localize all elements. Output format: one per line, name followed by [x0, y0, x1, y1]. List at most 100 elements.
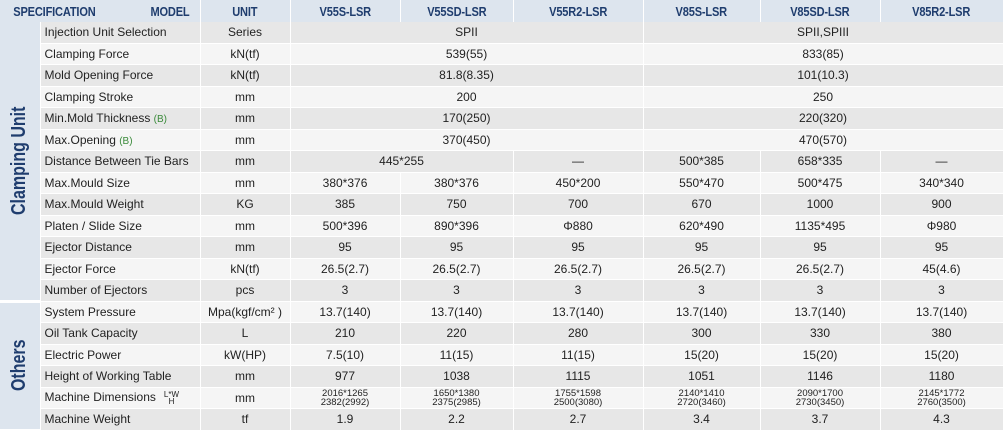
- value: 385: [335, 197, 356, 212]
- value-cell: 3: [643, 279, 761, 302]
- group-label: Others: [8, 339, 31, 392]
- value-line: 2090*1700: [797, 387, 843, 399]
- unit-cell: kW(HP): [200, 344, 291, 366]
- table-row: Mold Opening Force kN(tf) 81.8(8.35) 101(10…: [0, 64, 1003, 87]
- value: 1146: [807, 369, 833, 384]
- value-cell: 470(570): [643, 129, 1003, 151]
- item-label: Clamping Stroke: [44, 89, 134, 104]
- value: 1115: [565, 369, 591, 384]
- item-cell: Max.Mould Size: [40, 172, 201, 194]
- item-label: Max.Mould Size: [44, 175, 130, 190]
- value: 539(55): [445, 46, 488, 61]
- value: 200: [456, 89, 477, 104]
- value-cell: 101(10.3): [643, 64, 1003, 87]
- value: 445*255: [379, 154, 424, 169]
- header-spec: SPECIFICATION MODEL: [0, 0, 201, 22]
- unit-cell: kN(tf): [200, 43, 291, 65]
- value: 1000: [806, 197, 834, 212]
- value-cell: 220: [400, 322, 514, 345]
- value-cell: 26.5(2.7): [643, 258, 761, 280]
- unit-cell: mm: [200, 107, 291, 130]
- value-cell: 26.5(2.7): [400, 258, 514, 280]
- value: Φ880: [563, 218, 593, 233]
- value-cell: 977: [290, 365, 401, 388]
- unit-cell: L: [200, 322, 291, 345]
- item-label: Mold Opening Force: [44, 68, 154, 83]
- value-line: 2720(3460): [677, 396, 726, 408]
- unit-label: kN(tf): [230, 68, 260, 83]
- value: 220(320): [798, 111, 848, 126]
- unit-cell: Mpa(kgf/cm² ): [200, 301, 291, 323]
- item-cell: Electric Power: [40, 344, 201, 366]
- value: 500*396: [322, 218, 368, 233]
- table-row: Min.Mold Thickness (B) mm 170(250) 220(320): [0, 107, 1003, 130]
- table-row: Clamping Force kN(tf) 539(55) 833(85): [0, 43, 1003, 65]
- value-cell: 450*200: [513, 172, 644, 194]
- item-cell: Number of Ejectors: [40, 279, 201, 302]
- item-cell: Clamping Force: [40, 43, 201, 65]
- value: 95: [813, 240, 827, 255]
- table-row: Electric Power kW(HP) 7.5(10) 11(15) 11(15) 1…: [0, 344, 1003, 366]
- unit-label: mm: [235, 89, 256, 104]
- value: —: [935, 154, 948, 169]
- value-cell: 15(20): [880, 344, 1003, 366]
- value-cell: SPII,SPIII: [643, 22, 1003, 44]
- item-label: Ejector Distance: [44, 240, 132, 255]
- value-cell: 1650*1380 2375(2985): [400, 387, 514, 409]
- value-cell: 890*396: [400, 215, 514, 237]
- value: 220: [446, 326, 467, 341]
- value-cell: 500*396: [290, 215, 401, 237]
- item-cell: Machine Weight: [40, 408, 201, 431]
- value-cell: 210: [290, 322, 401, 345]
- value-cell: 13.7(140): [643, 301, 761, 323]
- unit-label: kN(tf): [230, 261, 260, 276]
- value-line: 2140*1410: [678, 387, 725, 399]
- model-header: V55S-LSR: [290, 0, 401, 22]
- item-label: Machine Weight: [44, 412, 131, 427]
- value-cell: 370(450): [290, 129, 644, 151]
- value-line: 2730(3450): [795, 396, 845, 408]
- value-cell: 1146: [760, 365, 881, 388]
- value-line: 1755*1598: [555, 387, 601, 399]
- value-cell: 300: [643, 322, 761, 345]
- value-cell: 170(250): [290, 107, 644, 130]
- value: 833(85): [802, 46, 844, 61]
- value: 13.7(140): [319, 304, 371, 319]
- value: 620*490: [679, 218, 724, 233]
- item-cell: Platen / Slide Size: [40, 215, 201, 237]
- value-lines: 1650*1380 2375(2985): [401, 389, 513, 408]
- item-cell: Oil Tank Capacity: [40, 322, 201, 345]
- value: 95: [338, 240, 352, 255]
- model-header: V85S-LSR: [643, 0, 761, 22]
- value: 280: [568, 326, 589, 341]
- item-label: Max.Opening: [44, 132, 116, 147]
- table-body: Clamping Unit Injection Unit Selection Ser…: [0, 22, 1003, 432]
- value: 26.5(2.7): [677, 261, 726, 276]
- value: 26.5(2.7): [554, 261, 603, 276]
- value-cell: —: [513, 150, 644, 173]
- value: 370(450): [442, 132, 491, 147]
- value-cell: 380*376: [400, 172, 514, 194]
- table-row: Clamping Stroke mm 200 250: [0, 86, 1003, 108]
- unit-label: mm: [235, 240, 256, 255]
- value-cell: 95: [760, 236, 881, 259]
- model-header: V85SD-LSR: [760, 0, 881, 22]
- table-row: Max.Mould Size mm 380*376 380*376 450*200 550…: [0, 172, 1003, 194]
- value-cell: Φ880: [513, 215, 644, 237]
- table-row: Clamping Unit Injection Unit Selection Ser…: [0, 22, 1003, 303]
- unit-label: mm: [235, 132, 256, 147]
- item-label: Distance Between Tie Bars: [44, 154, 189, 169]
- value: 95: [449, 240, 464, 255]
- value-line: 2382(2992): [320, 396, 370, 408]
- item-cell: System Pressure: [40, 301, 201, 323]
- value: 13.7(140): [794, 304, 846, 319]
- item-cell: Ejector Distance: [40, 236, 201, 259]
- value-lines: 2016*1265 2382(2992): [291, 389, 400, 408]
- value-cell: 11(15): [400, 344, 514, 366]
- value-cell: 95: [513, 236, 644, 259]
- model-name: V85SD-LSR: [790, 3, 850, 19]
- table-row: Others System Pressure Mpa(kgf/cm² ) 13.7(1…: [0, 301, 1003, 432]
- model-header: V85R2-LSR: [880, 0, 1003, 22]
- value-cell: 620*490: [643, 215, 761, 237]
- unit-label: kN(tf): [230, 46, 260, 61]
